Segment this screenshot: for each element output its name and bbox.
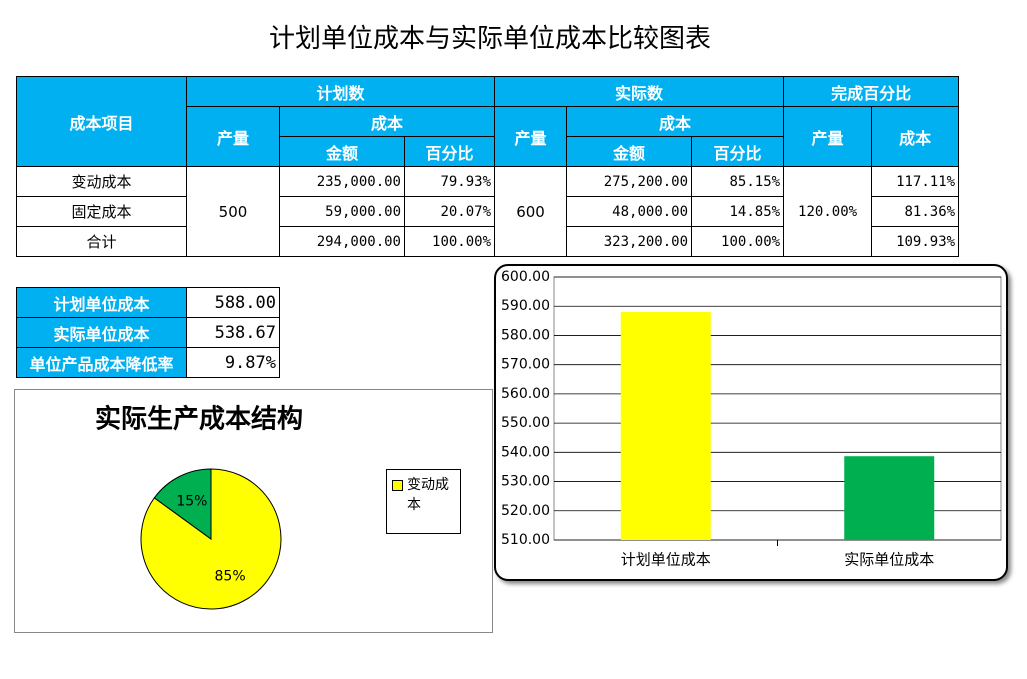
header-cell: 金额 [279, 136, 405, 167]
cell: 81.36% [871, 196, 960, 227]
cell: 20.07% [403, 196, 496, 227]
bar-svg: 510.00 520.00 530.00 540.00 550.00 560.00 570.… [501, 269, 1002, 569]
summary-label: 计划单位成本 [16, 287, 187, 318]
row-label: 变动成本 [16, 166, 187, 197]
row-label: 合计 [16, 226, 187, 257]
summary-table: 计划单位成本 588.00 实际单位成本 538.67 单位产品成本降低率 9.87% [16, 287, 280, 378]
header-cell: 成本项目 [16, 76, 187, 167]
header-cell: 产量 [494, 106, 568, 167]
y-tick-label: 530.00 [501, 474, 550, 490]
y-tick-label: 600.00 [501, 269, 550, 285]
x-tick-label: 实际单位成本 [844, 551, 934, 569]
data-label: 15% [176, 494, 207, 510]
header-cell: 产量 [186, 106, 280, 167]
row-label: 固定成本 [16, 196, 187, 227]
page-title: 计划单位成本与实际单位成本比较图表 [268, 24, 711, 54]
pie-slice [153, 468, 212, 540]
header-cell: 成本 [278, 106, 496, 137]
header-cell: 百分比 [691, 136, 785, 167]
pie-svg: 实际生产成本结构 85% 15% [95, 404, 303, 610]
y-tick-label: 550.00 [501, 415, 550, 431]
y-tick-label: 520.00 [501, 503, 550, 519]
cell: 500 [186, 166, 280, 257]
cost-table: 成本项目 计划数 实际数 完成百分比 产量 成本 产量 成本 产量 成本 金额 百分比 金额 百分比 … [16, 76, 960, 257]
cell: 100.00% [403, 226, 496, 257]
cell: 59,000.00 [279, 196, 405, 227]
header-cell: 实际数 [494, 76, 785, 107]
header-cell: 产量 [783, 106, 873, 167]
header-cell: 金额 [566, 136, 693, 167]
y-tick-label: 580.00 [501, 327, 550, 343]
legend-label: 变动成本 [407, 477, 449, 513]
cell: 79.93% [403, 166, 496, 197]
bar [620, 312, 711, 540]
y-tick-label: 560.00 [501, 386, 550, 402]
y-tick-label: 540.00 [501, 444, 550, 460]
cell: 85.15% [691, 166, 785, 197]
header-cell: 成本 [566, 106, 785, 137]
legend-swatch [392, 480, 403, 491]
summary-label: 实际单位成本 [16, 317, 187, 348]
summary-value: 588.00 [186, 287, 280, 318]
chart-title: 实际生产成本结构 [95, 404, 303, 435]
x-tick-label: 计划单位成本 [621, 551, 711, 569]
cell: 117.11% [871, 166, 960, 197]
summary-label: 单位产品成本降低率 [16, 347, 187, 378]
legend: 变动成本 [386, 469, 461, 534]
cell: 48,000.00 [566, 196, 693, 227]
bar [844, 456, 935, 540]
header-cell: 成本 [871, 106, 960, 167]
summary-value: 538.67 [186, 317, 280, 348]
bar-chart: 510.00 520.00 530.00 540.00 550.00 560.00 570.… [494, 264, 1008, 581]
y-tick-label: 570.00 [501, 357, 550, 373]
cell: 275,200.00 [566, 166, 693, 197]
header-cell: 百分比 [403, 136, 496, 167]
cell: 120.00% [783, 166, 873, 257]
data-label: 85% [215, 568, 246, 584]
cell: 323,200.00 [566, 226, 693, 257]
summary-value: 9.87% [186, 347, 280, 378]
header-cell: 计划数 [185, 76, 496, 107]
cell: 235,000.00 [279, 166, 405, 197]
cell: 100.00% [691, 226, 785, 257]
y-tick-label: 510.00 [501, 532, 550, 548]
header-cell: 完成百分比 [783, 76, 960, 107]
pie-chart: 实际生产成本结构 85% 15% 变动成本 [14, 389, 493, 633]
cell: 109.93% [871, 226, 960, 257]
cell: 14.85% [691, 196, 785, 227]
cell: 294,000.00 [279, 226, 405, 257]
cell: 600 [494, 166, 568, 257]
y-tick-label: 590.00 [501, 298, 550, 314]
